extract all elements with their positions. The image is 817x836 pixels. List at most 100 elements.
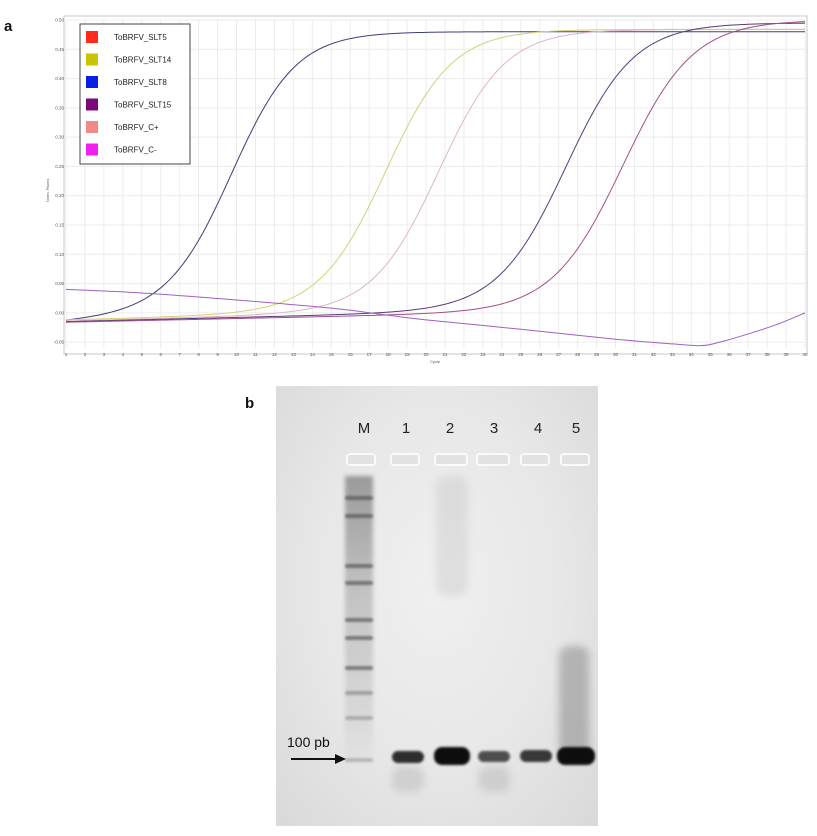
x-tick-label: 37	[746, 352, 752, 357]
x-tick-label: 3	[103, 352, 106, 357]
grid-layer	[65, 19, 806, 348]
lane-label-5: 5	[571, 420, 581, 437]
legend-entry-label: ToBRFV_SLT15	[114, 101, 172, 110]
x-tick-label: 36	[727, 352, 733, 357]
well-2	[434, 453, 468, 466]
product-band-lane-3	[478, 751, 510, 762]
legend-entry-label: ToBRFV_C+	[114, 123, 159, 132]
legend-entry-label: ToBRFV_C-	[114, 146, 157, 155]
x-tick-label: 11	[253, 352, 258, 357]
lane-label-3: 3	[489, 420, 499, 437]
x-tick-label: 22	[461, 352, 467, 357]
lane-smear-1	[392, 766, 424, 792]
y-tick-label: 0.25	[55, 164, 64, 169]
x-tick-label: 27	[556, 352, 562, 357]
x-tick-label: 23	[480, 352, 486, 357]
x-tick-label: 6	[159, 352, 162, 357]
x-tick-label: 17	[367, 352, 373, 357]
y-tick-label: 0.05	[55, 281, 64, 286]
legend-entry-label: ToBRFV_SLT5	[114, 33, 167, 42]
lane-label-2: 2	[445, 420, 455, 437]
y-tick-label: 0.50	[55, 18, 64, 23]
x-tick-label: 15	[329, 352, 335, 357]
x-tick-label: 2	[84, 352, 87, 357]
x-tick-label: 18	[386, 352, 392, 357]
ladder-band	[345, 666, 373, 670]
lane-label-4: 4	[533, 420, 543, 437]
lane-label-1: 1	[401, 420, 411, 437]
x-tick-label: 38	[765, 352, 771, 357]
agarose-gel-image: M 1 2 3 4 5	[276, 386, 598, 826]
ladder-band	[345, 581, 373, 585]
product-band-lane-1	[392, 751, 424, 763]
ladder-band	[345, 636, 373, 640]
x-tick-label: 28	[575, 352, 581, 357]
x-tick-label: 14	[310, 352, 316, 357]
panel-b-label: b	[245, 395, 255, 412]
y-axis-label: Norm. Fluoro.	[45, 178, 50, 202]
legend-swatch	[86, 121, 98, 133]
amplification-curve-5	[65, 21, 806, 323]
x-tick-label: 12	[272, 352, 278, 357]
tick-layer: 1 2 3 4 5 6 7 8 9 10 11 12 13 14 15 16 17 18 19 20 21 22 23 24 2…	[54, 18, 808, 358]
x-tick-label: 9	[216, 352, 219, 357]
legend-swatch	[86, 76, 98, 88]
x-tick-label: 25	[518, 352, 524, 357]
x-tick-label: 4	[122, 352, 125, 357]
lane-smear-5	[559, 646, 589, 756]
ladder-band	[345, 716, 373, 720]
y-tick-label: 0.15	[55, 223, 64, 228]
product-band-lane-4	[520, 750, 552, 762]
x-tick-label: 35	[708, 352, 714, 357]
well-5	[560, 453, 590, 466]
lane-smear-3	[478, 766, 510, 792]
legend-swatch	[86, 143, 98, 156]
x-tick-label: 1	[65, 352, 68, 357]
x-tick-label: 20	[424, 352, 430, 357]
amplification-curve-6	[65, 288, 806, 347]
x-tick-label: 5	[141, 352, 144, 357]
panel-a-label: a	[4, 18, 13, 35]
x-tick-label: 21	[442, 352, 448, 357]
qpcr-amplification-chart: 1 2 3 4 5 6 7 8 9 10 11 12 13 14 15 16 17 18 19 20 21 22 23 24 2…	[45, 15, 808, 364]
y-tick-label: 0.30	[55, 135, 64, 140]
x-tick-label: 29	[594, 352, 600, 357]
x-tick-label: 19	[405, 352, 411, 357]
x-tick-label: 39	[784, 352, 790, 357]
x-tick-label: 31	[632, 352, 638, 357]
ladder-band	[345, 496, 373, 500]
x-tick-label: 32	[651, 352, 657, 357]
ladder-band	[345, 514, 373, 518]
y-tick-label: 0.45	[55, 47, 64, 52]
well-4	[520, 453, 550, 466]
y-tick-label: 0.35	[55, 105, 64, 110]
legend-entry-label: ToBRFV_SLT14	[114, 56, 172, 65]
y-tick-label: 0.00	[55, 310, 64, 315]
series-layer	[65, 21, 806, 347]
legend: ToBRFV_SLT5 ToBRFV_SLT14 ToBRFV_SLT8 ToBRFV…	[79, 23, 191, 165]
x-tick-label: 16	[348, 352, 354, 357]
lane-smear-2	[436, 476, 468, 596]
size-marker-arrow-icon	[291, 754, 346, 764]
amplification-curve-4	[65, 22, 806, 323]
product-band-lane-2	[434, 747, 470, 765]
y-tick-label: 0.10	[55, 252, 64, 257]
size-marker-label: 100 pb	[287, 734, 330, 750]
x-tick-label: 33	[670, 352, 676, 357]
ladder-band	[345, 618, 373, 622]
amplification-curve-3	[65, 28, 805, 322]
ladder-band	[345, 564, 373, 568]
x-tick-label: 8	[197, 352, 200, 357]
x-tick-label: 13	[291, 352, 297, 357]
x-tick-label: 10	[234, 352, 240, 357]
x-axis-label: Cycle	[430, 359, 441, 364]
x-tick-label: 26	[537, 352, 543, 357]
y-tick-label: 0.20	[55, 193, 64, 198]
legend-swatch	[86, 31, 98, 43]
legend-box	[79, 23, 191, 165]
legend-entry-label: ToBRFV_SLT8	[114, 78, 167, 87]
x-tick-label: 30	[613, 352, 619, 357]
product-band-lane-5	[557, 747, 595, 765]
lane-label-m: M	[357, 420, 371, 437]
x-tick-label: 34	[689, 352, 695, 357]
